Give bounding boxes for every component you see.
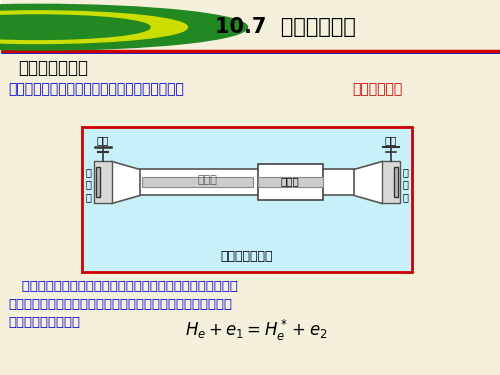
Text: 10.7  激光准直测量: 10.7 激光准直测量 <box>214 17 356 37</box>
Bar <box>94 162 112 204</box>
Text: $H_e+e_1=H_e^*+e_2$: $H_e+e_1=H_e^*+e_2$ <box>185 318 328 344</box>
Text: 一、氦氖激光器: 一、氦氖激光器 <box>18 59 88 77</box>
Text: 氦氖激光器。: 氦氖激光器。 <box>352 82 402 96</box>
Bar <box>258 165 322 201</box>
Text: 激光器的种类很多，在测量实践中用得最多的是: 激光器的种类很多，在测量实践中用得最多的是 <box>8 82 184 96</box>
Text: 高能电子运动。通过碰撞，电子与氦原子交换部分能量，使氦原: 高能电子运动。通过碰撞，电子与氦原子交换部分能量，使氦原 <box>8 298 232 311</box>
Text: 在此激光器中工作物质是氦原子。电极通上直流电后管子内有: 在此激光器中工作物质是氦原子。电极通上直流电后管子内有 <box>8 280 238 293</box>
Text: 铝箔箱: 铝箔箱 <box>281 177 299 186</box>
Text: 氦氖激光器原理: 氦氖激光器原理 <box>221 250 273 263</box>
Text: 负极: 负极 <box>385 135 397 146</box>
Bar <box>258 177 322 188</box>
Bar <box>142 177 252 188</box>
Circle shape <box>0 4 248 50</box>
Text: 正极: 正极 <box>97 135 109 146</box>
Bar <box>140 170 354 195</box>
Circle shape <box>0 15 150 39</box>
Text: 子激发至高能态，即: 子激发至高能态，即 <box>8 316 80 329</box>
Bar <box>82 128 412 272</box>
Polygon shape <box>112 162 140 204</box>
Text: 反
光
镜: 反 光 镜 <box>402 167 408 202</box>
Bar <box>382 162 400 204</box>
Bar <box>96 168 100 198</box>
Text: 反
光
镜: 反 光 镜 <box>86 167 92 202</box>
Polygon shape <box>354 162 382 204</box>
Circle shape <box>0 11 188 44</box>
Text: 毛细管: 毛细管 <box>198 176 218 186</box>
Bar <box>394 168 398 198</box>
